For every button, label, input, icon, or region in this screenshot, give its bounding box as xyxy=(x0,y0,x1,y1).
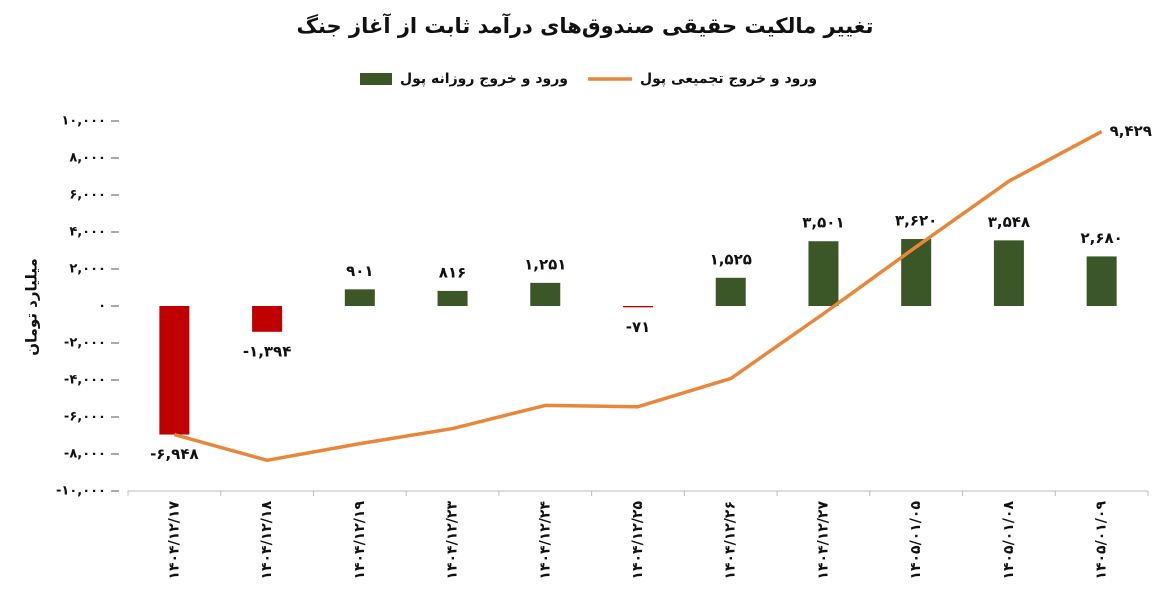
x-tick-label: ۱۴۰۴/۱۲/۱۹ xyxy=(352,501,368,580)
x-tick-label: ۱۴۰۴/۱۲/۲۶ xyxy=(723,501,739,580)
y-tick-label: -۸,۰۰۰ xyxy=(64,447,106,462)
bar xyxy=(530,282,561,306)
data-label: -۱,۳۹۴ xyxy=(243,342,292,360)
bar xyxy=(1086,256,1117,306)
x-tick-label: ۱۴۰۵/۰۱/۰۸ xyxy=(1001,501,1017,580)
y-axis-label: میلیارد تومان xyxy=(23,258,41,356)
x-tick-label: ۱۴۰۴/۱۲/۲۵ xyxy=(630,501,646,580)
y-tick-label: ۲,۰۰۰ xyxy=(69,262,106,277)
y-tick-label: -۴,۰۰۰ xyxy=(64,373,106,388)
y-tick-label: ۰ xyxy=(98,299,106,314)
bar xyxy=(901,239,932,306)
line xyxy=(173,130,1103,463)
y-tick-label: ۴,۰۰۰ xyxy=(69,225,106,240)
x-tick-label: ۱۴۰۴/۱۲/۱۸ xyxy=(259,501,275,580)
y-tick-label: -۲,۰۰۰ xyxy=(64,336,106,351)
bar xyxy=(159,306,190,435)
data-label: ۹۰۱ xyxy=(346,262,373,280)
bar xyxy=(808,241,839,306)
data-label: -۷۱ xyxy=(626,318,651,336)
y-tick-label: ۶,۰۰۰ xyxy=(69,188,106,203)
data-label: ۱,۵۲۵ xyxy=(710,250,752,268)
chart-title: تغییر مالکیت حقیقی صندوق‌های درآمد ثابت … xyxy=(296,13,873,38)
y-tick-label: ۱۰,۰۰۰ xyxy=(61,114,106,129)
y-tick-label: -۶,۰۰۰ xyxy=(64,410,106,425)
y-tick-label: ۸,۰۰۰ xyxy=(69,151,106,166)
data-label: ۱,۲۵۱ xyxy=(524,255,566,273)
bar xyxy=(252,306,283,332)
bar xyxy=(623,306,653,308)
legend-label: ورود و خروج روزانه پول xyxy=(400,71,568,87)
data-label: ۸۱۶ xyxy=(439,263,466,281)
bar xyxy=(993,240,1024,306)
x-tick-label: ۱۴۰۴/۱۲/۲۷ xyxy=(815,501,831,580)
legend-swatch xyxy=(360,73,392,85)
bar xyxy=(715,277,746,306)
legend-label: ورود و خروج تجمیعی پول xyxy=(640,71,817,87)
bar xyxy=(344,289,375,306)
data-label: -۶,۹۴۸ xyxy=(150,445,199,463)
bar xyxy=(437,290,468,306)
x-tick-label: ۱۴۰۴/۱۲/۲۴ xyxy=(537,501,553,580)
data-label: ۲,۶۸۰ xyxy=(1080,229,1122,247)
x-tick-label: ۱۴۰۵/۰۱/۰۵ xyxy=(908,501,924,580)
y-tick-label: -۱۰,۰۰۰ xyxy=(56,484,106,499)
x-tick-label: ۱۴۰۴/۱۲/۲۳ xyxy=(445,501,461,580)
x-tick-label: ۱۴۰۵/۰۱/۰۹ xyxy=(1094,501,1110,580)
data-label: ۳,۵۰۱ xyxy=(802,214,844,232)
data-label: ۹,۴۲۹ xyxy=(1110,122,1152,140)
data-label: ۳,۵۴۸ xyxy=(988,213,1030,231)
data-label: ۳,۶۲۰ xyxy=(895,212,937,230)
x-tick-label: ۱۴۰۴/۱۲/۱۷ xyxy=(166,501,182,580)
